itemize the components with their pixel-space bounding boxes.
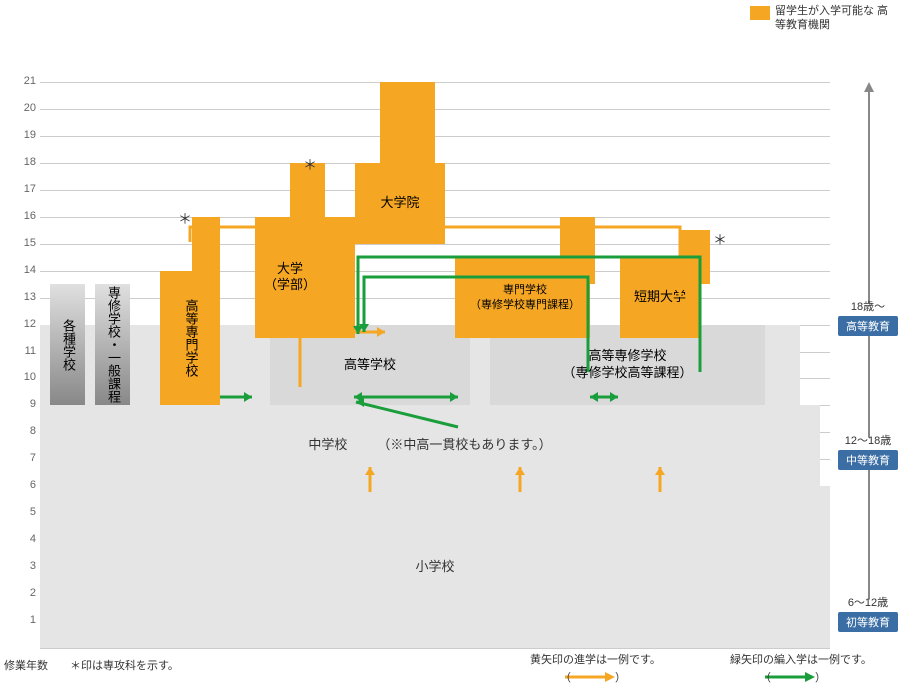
y-tick-label: 6 (16, 479, 36, 491)
footnote-green-arrow: （） (760, 669, 820, 685)
y-tick-label: 17 (16, 183, 36, 195)
footnote-orange: 黄矢印の進学は一例です。 (530, 651, 661, 667)
y-tick-label: 15 (16, 237, 36, 249)
y-tick-label: 19 (16, 129, 36, 141)
y-tick-label: 10 (16, 371, 36, 383)
y-tick-label: 4 (16, 533, 36, 545)
footnote-asterisk: ＊印は専攻科を示す。 (70, 657, 179, 673)
svg-text:（: （ (760, 671, 771, 684)
education-level-label: 18歳～高等教育 (838, 298, 898, 336)
y-tick-label: 11 (16, 345, 36, 357)
y-tick-label: 13 (16, 291, 36, 303)
legend-swatch (750, 6, 770, 20)
svg-text:）: ） (615, 671, 626, 684)
y-tick-label: 3 (16, 560, 36, 572)
y-tick-label: 16 (16, 210, 36, 222)
legend-text: 留学生が入学可能な 高等教育機関 (775, 4, 890, 33)
y-tick-label: 20 (16, 102, 36, 114)
y-tick-label: 8 (16, 425, 36, 437)
y-tick-label: 9 (16, 398, 36, 410)
y-tick-label: 2 (16, 587, 36, 599)
y-axis-label: 修業年数 (4, 657, 48, 673)
svg-text:（: （ (560, 671, 571, 684)
y-tick-label: 14 (16, 264, 36, 276)
chart-area: 123456789101112131415161718192021小学校中学校（… (40, 82, 830, 648)
y-tick-label: 5 (16, 506, 36, 518)
footnote-orange-arrow: （） (560, 669, 620, 685)
education-level-label: 12～18歳中等教育 (838, 432, 898, 470)
education-level-label: 6～12歳初等教育 (838, 594, 898, 632)
footnote-green: 緑矢印の編入学は一例です。 (730, 651, 872, 667)
svg-text:）: ） (815, 671, 826, 684)
arrow-overlay (40, 82, 830, 658)
y-tick-label: 21 (16, 75, 36, 87)
y-tick-label: 18 (16, 156, 36, 168)
right-column: 18歳～高等教育 12～18歳中等教育 6～12歳初等教育 (838, 82, 900, 648)
y-tick-label: 12 (16, 318, 36, 330)
y-tick-label: 1 (16, 614, 36, 626)
y-tick-label: 7 (16, 452, 36, 464)
